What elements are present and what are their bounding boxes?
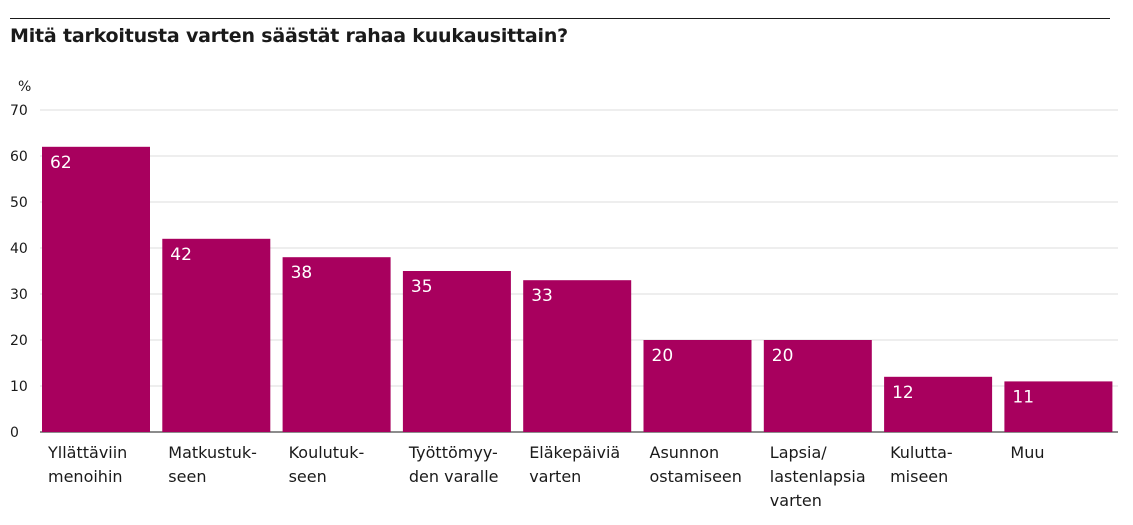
bar <box>402 271 511 432</box>
category-label-line: miseen <box>890 467 948 486</box>
category-label-line: Eläkepäiviä <box>529 443 620 462</box>
bar <box>643 340 752 432</box>
category-label-line: Muu <box>1010 443 1044 462</box>
category-label: Matkustuk-seen <box>168 443 257 486</box>
category-label-line: lastenlapsia <box>770 467 866 486</box>
y-tick-label: 20 <box>10 333 28 349</box>
bar <box>763 340 872 432</box>
y-axis-unit-label: % <box>18 79 31 95</box>
bar <box>523 280 632 432</box>
y-tick-label: 40 <box>10 241 28 257</box>
category-label-line: Työttömyy- <box>408 443 498 462</box>
bar <box>162 238 271 432</box>
category-label: Koulutuk-seen <box>289 443 365 486</box>
y-tick-label: 10 <box>10 379 28 395</box>
category-label: Kulutta-miseen <box>890 443 953 486</box>
category-label-line: Kulutta- <box>890 443 953 462</box>
category-label-line: den varalle <box>409 467 499 486</box>
bar <box>282 257 391 432</box>
y-tick-label: 50 <box>10 195 28 211</box>
bar <box>42 146 150 433</box>
bar-value-label: 35 <box>411 277 433 297</box>
category-label: Lapsia/lastenlapsia varten <box>770 443 866 510</box>
bar-value-label: 20 <box>772 346 794 366</box>
category-label-line: varten <box>770 491 822 510</box>
category-label-line: varten <box>529 467 581 486</box>
y-tick-label: 0 <box>10 425 19 441</box>
category-label: Muu <box>1010 443 1044 462</box>
bar-value-label: 62 <box>50 153 72 173</box>
y-tick-label: 30 <box>10 287 28 303</box>
category-label: Eläkepäiviä varten <box>529 443 620 486</box>
y-tick-label: 70 <box>10 103 28 119</box>
top-rule <box>10 18 1110 19</box>
bar-value-label: 42 <box>170 245 192 265</box>
category-label-line: menoihin <box>48 467 123 486</box>
category-label-line: ostamiseen <box>650 467 742 486</box>
category-label: Työttömyy-den varalle <box>408 443 499 486</box>
chart-title: Mitä tarkoitusta varten säästät rahaa ku… <box>10 25 569 47</box>
category-label-line: seen <box>168 467 206 486</box>
bar-value-label: 12 <box>892 383 914 403</box>
y-tick-label: 60 <box>10 149 28 165</box>
bar-value-label: 33 <box>531 286 553 306</box>
category-label-line: Matkustuk- <box>168 443 257 462</box>
bar-value-label: 11 <box>1012 387 1034 407</box>
category-label-line: Koulutuk- <box>289 443 365 462</box>
category-label: Asunnon ostamiseen <box>650 443 742 486</box>
category-label-line: Lapsia/ <box>770 443 827 462</box>
bar <box>884 376 993 432</box>
category-label-line: Asunnon <box>650 443 720 462</box>
bar-value-label: 20 <box>652 346 674 366</box>
bar <box>1004 381 1113 432</box>
category-label-line: Yllättäviin <box>47 443 127 462</box>
bar-value-label: 38 <box>291 263 313 283</box>
category-label-line: seen <box>289 467 327 486</box>
category-label: Yllättäviin menoihin <box>47 443 127 486</box>
